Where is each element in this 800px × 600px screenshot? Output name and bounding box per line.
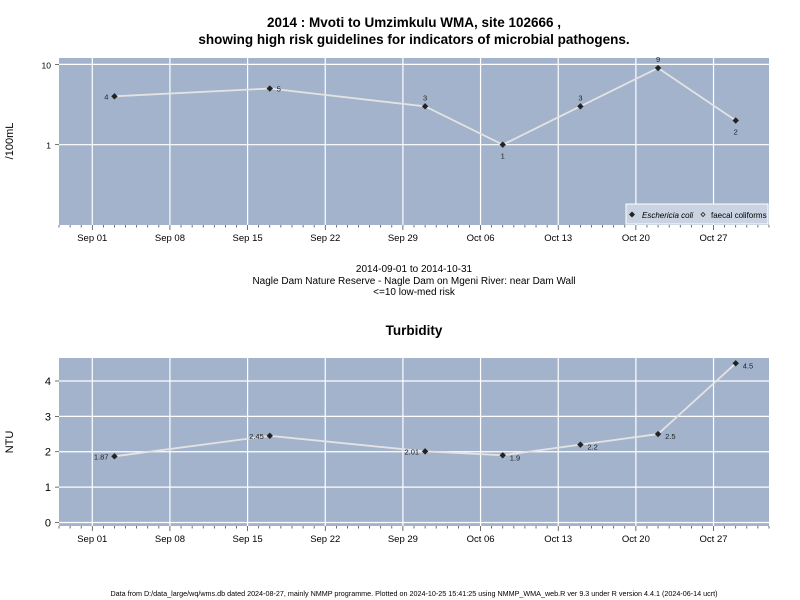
data-point: [499, 141, 506, 148]
bottom-chart-y-axis: 0 1 2 3 4: [45, 376, 59, 529]
data-label: 2: [734, 128, 738, 137]
y-tick-label: 1: [45, 482, 51, 494]
footer-note: Data from D:/data_large/wq/wms.db dated …: [110, 589, 718, 598]
data-point: [111, 453, 118, 460]
x-tick-label: Sep 29: [388, 233, 418, 244]
bottom-chart-series-turbidity: 1.87 2.45 2.01 1.9 2.2 2.5 4.5: [94, 360, 753, 462]
x-tick-label: Oct 06: [467, 534, 495, 545]
x-tick-label: Sep 22: [310, 534, 340, 545]
top-chart-grid: [59, 58, 769, 225]
x-tick-label: Sep 08: [155, 233, 185, 244]
top-chart-title-line2: showing high risk guidelines for indicat…: [198, 32, 630, 47]
x-tick-label: Sep 01: [77, 233, 107, 244]
x-tick-label: Sep 22: [310, 233, 340, 244]
top-chart-risk-note: <=10 low-med risk: [373, 287, 455, 298]
top-chart-title-line1: 2014 : Mvoti to Umzimkulu WMA, site 1026…: [266, 15, 562, 30]
data-point: [577, 441, 584, 448]
top-chart: Sep 01 Sep 08 Sep 15 Sep 22 Sep 29 Oct 06 Oct …: [4, 55, 770, 244]
data-label: 2.2: [587, 443, 597, 452]
data-label: 1: [501, 152, 505, 161]
data-point: [421, 448, 429, 455]
top-chart-y-label: /100mL: [4, 123, 16, 160]
x-tick-label: Oct 06: [467, 233, 495, 244]
y-tick-label: 3: [45, 411, 51, 423]
data-point: [421, 103, 429, 110]
legend-faecal-label: faecal coliforms: [711, 211, 767, 220]
data-point: [111, 93, 118, 100]
x-tick-label: Oct 20: [622, 534, 650, 545]
data-label: 2.45: [249, 432, 264, 441]
x-tick-label: Sep 01: [77, 534, 107, 545]
data-label: 2.5: [665, 432, 675, 441]
data-label: 4: [104, 92, 108, 101]
top-chart-legend: Eschericia coli faecal coliforms: [625, 203, 769, 225]
data-label: 1.9: [510, 453, 520, 462]
top-chart-y-axis: 1 10: [42, 60, 59, 151]
legend-ecoli-label: Eschericia coli: [642, 211, 693, 220]
top-chart-date-range: 2014-09-01 to 2014-10-31: [355, 264, 473, 275]
y-tick-label: 0: [45, 517, 51, 529]
bottom-chart-panel: [59, 358, 769, 526]
x-tick-label: Sep 15: [233, 534, 263, 545]
data-label: 9: [656, 55, 660, 64]
data-label: 5: [277, 85, 281, 94]
x-tick-label: Oct 20: [622, 233, 650, 244]
legend-box: [625, 203, 769, 225]
legend-ecoli-marker-icon: [629, 211, 635, 218]
y-tick-label: 4: [45, 376, 51, 388]
top-chart-panel: [59, 58, 769, 225]
data-point: [266, 85, 273, 92]
legend-faecal-marker-icon: [700, 211, 706, 218]
y-tick-label: 10: [42, 60, 52, 70]
x-tick-label: Sep 08: [155, 534, 185, 545]
data-point: [577, 103, 584, 110]
data-point: [654, 430, 662, 438]
top-chart-series-ecoli: 4 5 3 1 3 9 2: [104, 55, 739, 161]
data-point: [266, 432, 273, 440]
x-tick-label: Oct 13: [544, 534, 572, 545]
data-label: 3: [423, 93, 427, 102]
data-label: 4.5: [743, 361, 753, 370]
bottom-chart-title: Turbidity: [385, 323, 443, 338]
bottom-chart-y-label: NTU: [4, 431, 16, 454]
y-tick-label: 2: [45, 447, 51, 459]
x-tick-label: Sep 29: [388, 534, 418, 545]
data-label: 3: [578, 93, 582, 102]
x-tick-label: Sep 15: [233, 233, 263, 244]
x-tick-label: Oct 27: [700, 233, 728, 244]
bottom-chart: Sep 01 Sep 08 Sep 15 Sep 22 Sep 29 Oct 06 Oct …: [4, 358, 770, 545]
data-point: [732, 360, 739, 367]
top-chart-x-axis: Sep 01 Sep 08 Sep 15 Sep 22 Sep 29 Oct 06 Oct …: [58, 225, 770, 244]
data-label: 2.01: [404, 447, 419, 456]
x-tick-label: Oct 27: [700, 534, 728, 545]
data-point: [654, 64, 662, 72]
bottom-chart-x-axis: Sep 01 Sep 08 Sep 15 Sep 22 Sep 29 Oct 06 Oct …: [58, 526, 770, 545]
y-tick-label: 1: [46, 141, 51, 151]
data-point: [732, 117, 739, 124]
bottom-chart-grid: [59, 358, 769, 526]
data-point: [499, 452, 506, 459]
x-tick-label: Oct 13: [544, 233, 572, 244]
top-chart-site-description: Nagle Dam Nature Reserve - Nagle Dam on …: [252, 276, 576, 287]
data-label: 1.87: [94, 452, 109, 461]
